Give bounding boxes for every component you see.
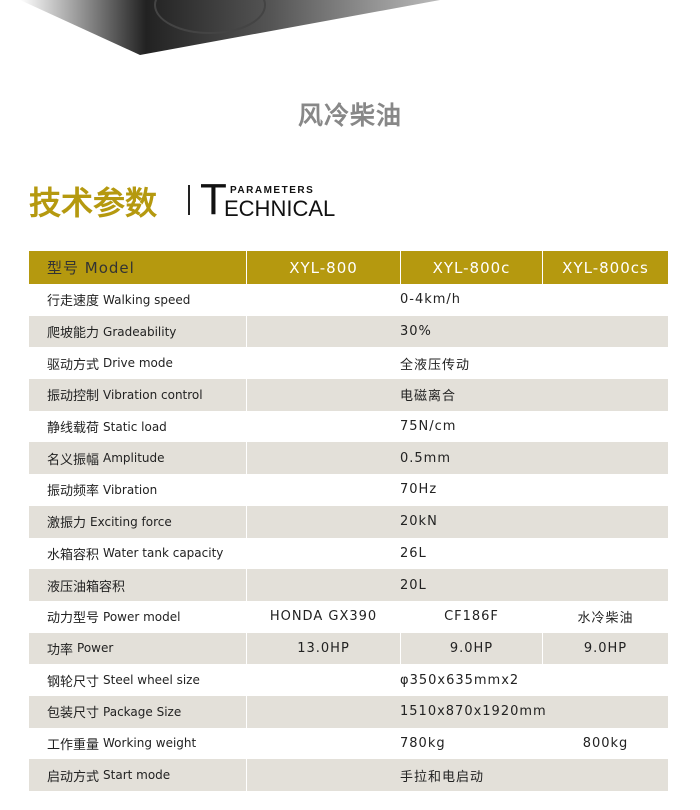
table-row: 包装尺寸 Package Size 1510x870x1920mm — [29, 695, 668, 728]
header-model: XYL-800cs — [562, 258, 649, 277]
label-en: Gradeability — [103, 324, 177, 339]
spec-table: 型号 Model XYL-800 XYL-800c XYL-800cs 行走速度… — [29, 251, 668, 791]
heading-en: ECHNICAL — [224, 196, 336, 221]
row-value: CF186F — [401, 600, 543, 633]
heading-en-initial: T — [200, 175, 227, 224]
row-label: 激振力 Exciting force — [29, 505, 247, 538]
row-value: 9.0HP — [583, 640, 628, 656]
table-row: 工作重量 Working weight 780kg 800kg — [29, 727, 668, 760]
label-cn: 功率 — [47, 642, 74, 658]
table-row: 激振力 Exciting force 20kN — [29, 505, 668, 538]
row-label: 钢轮尺寸 Steel wheel size — [29, 664, 247, 696]
row-value: 13.0HP — [247, 632, 401, 665]
table-row: 动力型号 Power model HONDA GX390 CF186F 水冷柴油 — [29, 600, 668, 633]
label-en: Power model — [103, 609, 181, 624]
label-cn: 工作重量 — [47, 737, 100, 753]
label-cn: 液压油箱容积 — [47, 579, 126, 595]
label-cn: 静线载荷 — [47, 421, 100, 437]
row-value: 1510x870x1920mm — [400, 704, 547, 720]
row-value: 800kg — [582, 735, 629, 751]
row-value: 70Hz — [400, 482, 438, 498]
label-en: Water tank capacity — [103, 546, 224, 561]
row-label: 振动控制 Vibration control — [29, 379, 247, 411]
header-model: XYL-800c — [401, 251, 543, 284]
label-en: Start mode — [103, 768, 171, 783]
row-label: 动力型号 Power model — [29, 600, 247, 633]
row-value: 手拉和电启动 — [400, 769, 485, 785]
header-model: XYL-800 — [247, 251, 401, 284]
label-cn: 振动控制 — [47, 389, 100, 405]
row-value: 0-4km/h — [400, 292, 462, 308]
row-value: 0.5mm — [400, 450, 452, 466]
label-cn: 包装尺寸 — [47, 706, 100, 722]
label-cn: 驱动方式 — [47, 357, 100, 373]
table-header: 型号 Model XYL-800 XYL-800c XYL-800cs — [29, 251, 668, 284]
label-en: Steel wheel size — [103, 673, 200, 688]
row-value: 9.0HP — [401, 632, 543, 665]
label-cn: 动力型号 — [47, 611, 100, 627]
row-value: 30% — [400, 324, 432, 340]
label-cn: 爬坡能力 — [47, 326, 100, 342]
row-label: 工作重量 Working weight — [29, 727, 247, 760]
table-row: 启动方式 Start mode 手拉和电启动 — [29, 759, 668, 791]
row-value: 26L — [400, 545, 427, 561]
label-cn: 行走速度 — [47, 294, 100, 310]
row-value: 20kN — [400, 514, 438, 530]
label-cn: 名义振幅 — [47, 452, 100, 468]
row-label: 功率 Power — [29, 632, 247, 665]
heading-cn: 技术参数 — [29, 184, 158, 222]
row-label: 启动方式 Start mode — [29, 759, 247, 791]
row-value: 20L — [400, 577, 427, 593]
label-en: Drive mode — [103, 356, 173, 371]
label-cn: 钢轮尺寸 — [47, 674, 100, 690]
row-label: 驱动方式 Drive mode — [29, 347, 247, 380]
row-value: φ350x635mmx2 — [400, 672, 520, 688]
label-en: Static load — [103, 419, 167, 434]
section-subtitle: 风冷柴油 — [297, 101, 402, 130]
row-label: 爬坡能力 Gradeability — [29, 315, 247, 348]
row-value: 水冷柴油 — [577, 611, 634, 627]
table-row: 爬坡能力 Gradeability 30% — [29, 315, 668, 348]
table-row: 名义振幅 Amplitude 0.5mm — [29, 442, 668, 475]
table-row: 静线载荷 Static load 75N/cm — [29, 410, 668, 443]
label-en: Package Size — [103, 704, 182, 719]
table-row: 水箱容积 Water tank capacity 26L — [29, 537, 668, 570]
label-en: Amplitude — [103, 451, 165, 466]
label-en: Vibration — [103, 482, 158, 497]
label-en: Working weight — [103, 736, 197, 751]
table-row: 振动控制 Vibration control 电磁离合 — [29, 379, 668, 411]
table-row: 功率 Power 13.0HP 9.0HP 9.0HP — [29, 632, 668, 665]
roller-product-image — [20, 0, 440, 55]
label-en: Walking speed — [103, 292, 191, 307]
table-row: 钢轮尺寸 Steel wheel size φ350x635mmx2 — [29, 664, 668, 696]
table-row: 振动频率 Vibration 70Hz — [29, 474, 668, 506]
label-cn: 启动方式 — [47, 769, 100, 785]
header-label: 型号 Model — [29, 251, 247, 284]
row-value: HONDA GX390 — [247, 600, 401, 633]
label-cn: 激振力 — [47, 516, 87, 532]
heading-divider — [188, 185, 190, 215]
label-en: Exciting force — [90, 514, 172, 529]
row-label: 名义振幅 Amplitude — [29, 442, 247, 475]
label-en: Vibration control — [103, 387, 203, 402]
heading-en-sub: PARAMETERS — [230, 185, 315, 196]
row-label: 静线载荷 Static load — [29, 410, 247, 443]
table-row: 驱动方式 Drive mode 全液压传动 — [29, 347, 668, 380]
row-label: 振动频率 Vibration — [29, 474, 247, 506]
row-value: 电磁离合 — [400, 389, 457, 405]
row-label: 液压油箱容积 — [29, 569, 247, 601]
row-value: 全液压传动 — [400, 357, 471, 373]
table-row: 液压油箱容积 20L — [29, 569, 668, 601]
row-value: 75N/cm — [400, 419, 457, 435]
row-label: 水箱容积 Water tank capacity — [29, 537, 247, 570]
label-en: Power — [77, 641, 114, 656]
row-label: 行走速度 Walking speed — [29, 284, 247, 316]
label-cn: 水箱容积 — [47, 547, 100, 563]
table-row: 行走速度 Walking speed 0-4km/h — [29, 284, 668, 316]
row-value: 780kg — [400, 735, 446, 751]
label-cn: 振动频率 — [47, 484, 100, 500]
row-label: 包装尺寸 Package Size — [29, 695, 247, 728]
